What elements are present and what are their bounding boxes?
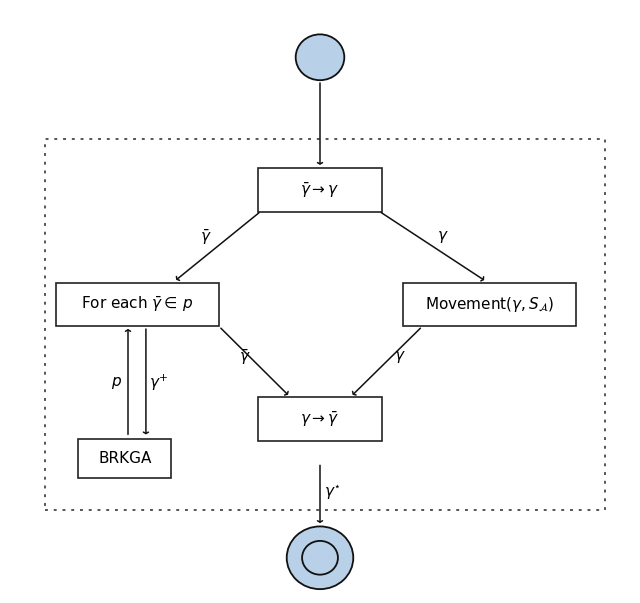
Text: For each $\bar{\gamma} \in\, p$: For each $\bar{\gamma} \in\, p$ bbox=[81, 295, 194, 314]
Text: $p$: $p$ bbox=[111, 375, 122, 391]
FancyBboxPatch shape bbox=[79, 439, 172, 478]
Circle shape bbox=[302, 541, 338, 575]
Text: BRKGA: BRKGA bbox=[98, 451, 152, 466]
Text: $\gamma^{\star}$: $\gamma^{\star}$ bbox=[324, 483, 341, 502]
Text: Movement$(\gamma, S_{\mathcal{A}})$: Movement$(\gamma, S_{\mathcal{A}})$ bbox=[425, 295, 554, 314]
FancyBboxPatch shape bbox=[257, 397, 383, 441]
FancyBboxPatch shape bbox=[257, 168, 383, 212]
Text: $\bar{\gamma} \rightarrow \gamma$: $\bar{\gamma} \rightarrow \gamma$ bbox=[300, 180, 340, 200]
Text: $\gamma$: $\gamma$ bbox=[437, 229, 449, 245]
Text: $\gamma^{+}$: $\gamma^{+}$ bbox=[149, 373, 168, 393]
Text: $\gamma \rightarrow \bar{\gamma}$: $\gamma \rightarrow \bar{\gamma}$ bbox=[300, 409, 340, 429]
Circle shape bbox=[287, 526, 353, 589]
FancyBboxPatch shape bbox=[56, 283, 219, 326]
Circle shape bbox=[296, 34, 344, 80]
FancyBboxPatch shape bbox=[403, 283, 576, 326]
Text: $\bar{\gamma}$: $\bar{\gamma}$ bbox=[239, 347, 250, 367]
Text: $\gamma$: $\gamma$ bbox=[394, 349, 406, 365]
Text: $\bar{\gamma}$: $\bar{\gamma}$ bbox=[200, 227, 212, 247]
